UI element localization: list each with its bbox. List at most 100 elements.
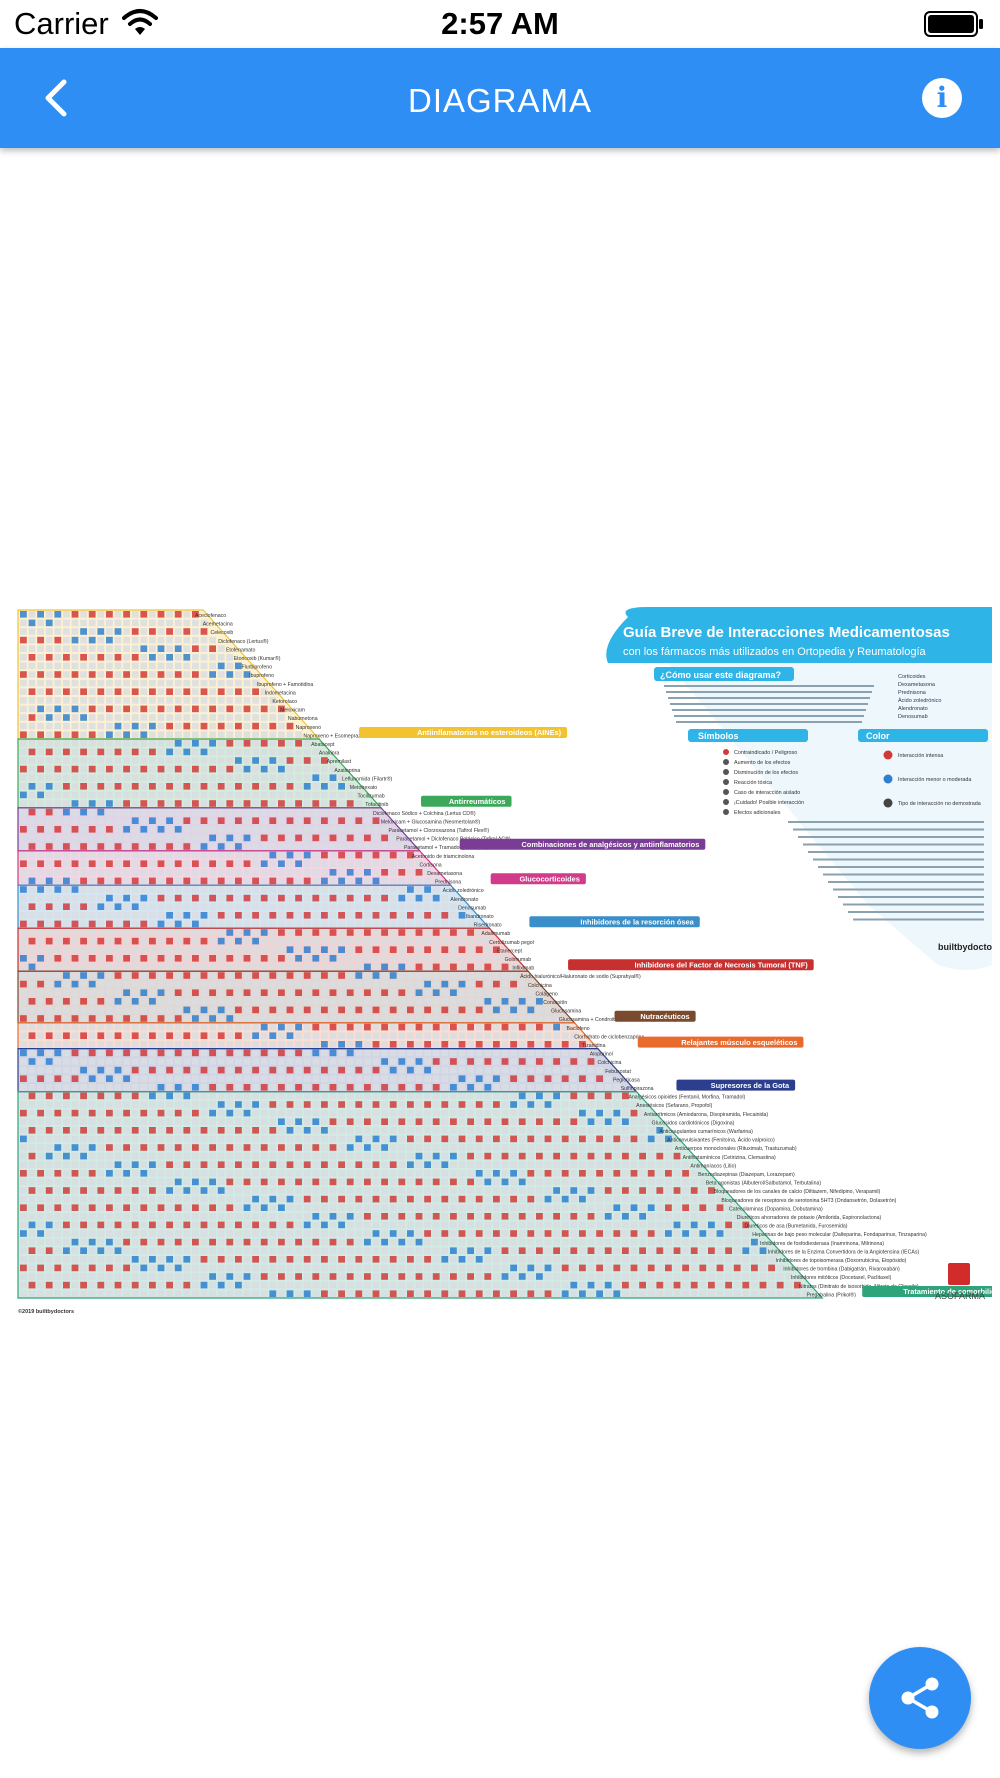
note-text-line bbox=[823, 873, 984, 876]
interaction-cell bbox=[527, 1092, 535, 1100]
interaction-cell bbox=[157, 1187, 165, 1194]
interaction-cell bbox=[28, 817, 36, 824]
interaction-cell bbox=[441, 980, 449, 988]
interaction-cell bbox=[209, 714, 216, 721]
interaction-cell bbox=[123, 980, 130, 988]
interaction-cell bbox=[398, 1066, 406, 1074]
interaction-cell bbox=[63, 1230, 70, 1237]
interaction-cell bbox=[639, 1213, 646, 1220]
interaction-cell bbox=[209, 1127, 216, 1134]
interaction-cell bbox=[217, 791, 225, 799]
chevron-left-icon[interactable] bbox=[38, 78, 78, 118]
interaction-cell bbox=[329, 1041, 337, 1048]
interaction-cell bbox=[587, 1152, 595, 1160]
interaction-cell bbox=[200, 1023, 208, 1031]
interaction-cell bbox=[97, 645, 105, 652]
interaction-cell bbox=[80, 1041, 87, 1048]
interaction-cell bbox=[123, 662, 130, 670]
interaction-cell bbox=[269, 886, 277, 893]
interaction-cell bbox=[398, 946, 406, 953]
interaction-cell bbox=[260, 1135, 268, 1143]
interaction-cell bbox=[114, 1161, 122, 1168]
interaction-cell bbox=[493, 1247, 500, 1254]
interaction-cell bbox=[174, 662, 182, 670]
interaction-cell bbox=[407, 1084, 414, 1091]
interaction-cell bbox=[355, 1023, 363, 1031]
interaction-cell bbox=[295, 843, 302, 850]
interaction-cell bbox=[28, 1006, 36, 1014]
interaction-cell bbox=[131, 1032, 139, 1039]
interaction-cell bbox=[579, 1238, 586, 1246]
interaction-cell bbox=[355, 791, 363, 799]
interaction-cell bbox=[71, 1195, 79, 1203]
interaction-cell bbox=[295, 817, 302, 824]
interaction-cell bbox=[415, 1281, 423, 1289]
interaction-cell bbox=[157, 1221, 165, 1229]
interaction-cell bbox=[252, 757, 259, 764]
interaction-cell bbox=[286, 937, 294, 945]
interaction-cell bbox=[97, 1118, 105, 1125]
interaction-cell bbox=[510, 1178, 517, 1186]
interaction-cell bbox=[708, 1273, 715, 1280]
interaction-cell bbox=[71, 1032, 79, 1039]
interaction-cell bbox=[656, 1161, 664, 1168]
interaction-cell bbox=[441, 1006, 449, 1014]
interaction-cell bbox=[157, 1204, 165, 1211]
interaction-cell bbox=[381, 877, 388, 885]
interaction-cell bbox=[716, 1221, 724, 1229]
interaction-cell bbox=[192, 1023, 199, 1031]
interaction-cell bbox=[183, 851, 191, 859]
interaction-cell bbox=[97, 972, 105, 979]
interaction-cell bbox=[587, 1204, 595, 1211]
interaction-cell bbox=[157, 989, 165, 996]
interaction-cell bbox=[312, 1084, 320, 1091]
interaction-diagram[interactable]: AceclofenacoAcemetacinaCelecoxibDiclofen… bbox=[8, 605, 992, 1320]
interaction-cell bbox=[587, 1221, 595, 1229]
interaction-cell bbox=[131, 1178, 139, 1186]
interaction-cell bbox=[303, 1290, 311, 1297]
interaction-cell bbox=[321, 1023, 328, 1031]
interaction-cell bbox=[97, 1032, 105, 1039]
interaction-cell bbox=[493, 989, 500, 996]
interaction-cell bbox=[97, 877, 105, 885]
interaction-cell bbox=[484, 1109, 492, 1117]
interaction-cell bbox=[174, 1092, 182, 1100]
interaction-cell bbox=[20, 972, 27, 979]
interaction-cell bbox=[518, 1256, 526, 1263]
interaction-cell bbox=[80, 628, 87, 635]
interaction-cell bbox=[639, 1221, 646, 1229]
interaction-cell bbox=[209, 989, 216, 996]
interaction-cell bbox=[209, 1015, 216, 1022]
interaction-cell bbox=[424, 1290, 431, 1297]
share-button[interactable] bbox=[869, 1647, 971, 1749]
interaction-cell bbox=[587, 1118, 595, 1125]
interaction-cell bbox=[71, 877, 79, 885]
interaction-cell bbox=[252, 1230, 259, 1237]
interaction-cell bbox=[252, 1161, 259, 1168]
interaction-cell bbox=[690, 1187, 698, 1194]
interaction-cell bbox=[690, 1247, 698, 1254]
interaction-cell bbox=[166, 662, 173, 670]
interaction-cell bbox=[630, 1238, 638, 1246]
interaction-cell bbox=[604, 1256, 612, 1263]
interaction-cell bbox=[28, 1187, 36, 1194]
interaction-cell bbox=[536, 1273, 543, 1280]
interaction-cell bbox=[37, 912, 44, 919]
interaction-cell bbox=[166, 877, 173, 885]
interaction-cell bbox=[518, 1109, 526, 1117]
interaction-cell bbox=[441, 972, 449, 979]
interaction-cell bbox=[226, 877, 234, 885]
interaction-cell bbox=[80, 765, 87, 773]
interaction-cell bbox=[235, 722, 242, 730]
interaction-cell bbox=[157, 1238, 165, 1246]
interaction-cell bbox=[295, 1084, 302, 1091]
interaction-cell bbox=[200, 1075, 208, 1082]
interaction-cell bbox=[432, 1066, 440, 1074]
interaction-cell bbox=[260, 998, 268, 1005]
interaction-cell bbox=[37, 800, 44, 807]
interaction-cell bbox=[708, 1213, 715, 1220]
interaction-cell bbox=[561, 1075, 569, 1082]
interaction-cell bbox=[441, 1127, 449, 1134]
info-button[interactable]: i bbox=[922, 78, 962, 118]
interaction-cell bbox=[63, 654, 70, 661]
